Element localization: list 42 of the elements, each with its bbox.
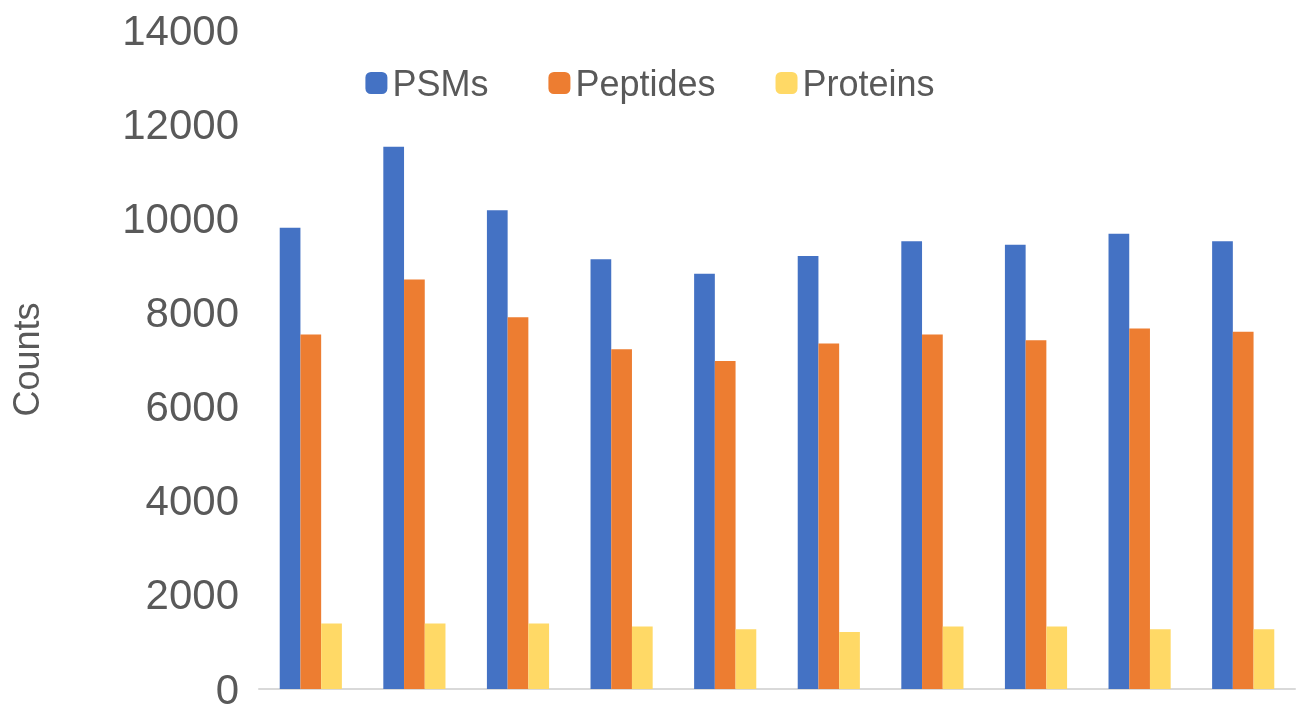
bar xyxy=(735,629,757,689)
bar xyxy=(714,360,736,689)
bar xyxy=(797,255,819,689)
bar xyxy=(1149,629,1171,689)
bar xyxy=(507,317,529,689)
bar xyxy=(321,623,342,689)
bar xyxy=(590,259,612,689)
bar xyxy=(1212,241,1233,689)
y-tick-label: 10000 xyxy=(122,194,239,242)
bar xyxy=(839,632,860,689)
bar xyxy=(1108,233,1130,689)
bar xyxy=(383,146,405,689)
bar xyxy=(279,227,301,689)
legend-label: Proteins xyxy=(802,62,935,104)
bar xyxy=(694,273,715,689)
bar xyxy=(404,279,425,689)
legend-label: PSMs xyxy=(392,62,489,104)
bar xyxy=(1025,340,1047,689)
bar xyxy=(1046,626,1068,689)
bar xyxy=(1232,331,1254,689)
bar xyxy=(300,334,322,689)
bar xyxy=(486,210,508,689)
y-tick-label: 2000 xyxy=(145,571,239,619)
legend-label: Peptides xyxy=(575,62,716,104)
bar xyxy=(1129,328,1150,689)
bar xyxy=(901,241,923,689)
bar xyxy=(942,626,964,689)
bar xyxy=(1253,629,1275,689)
bar xyxy=(818,343,840,689)
y-tick-label: 12000 xyxy=(122,100,239,148)
bar xyxy=(611,349,632,689)
bar xyxy=(424,623,446,689)
bar xyxy=(1004,244,1026,689)
y-tick-label: 0 xyxy=(215,665,239,713)
bar xyxy=(528,623,550,689)
bar xyxy=(631,626,653,689)
y-tick-label: 8000 xyxy=(145,288,239,336)
bar xyxy=(922,334,943,689)
y-tick-label: 4000 xyxy=(145,477,239,525)
y-axis-title: Counts xyxy=(5,302,47,417)
y-tick-label: 14000 xyxy=(122,6,239,54)
y-tick-label: 6000 xyxy=(145,383,239,431)
